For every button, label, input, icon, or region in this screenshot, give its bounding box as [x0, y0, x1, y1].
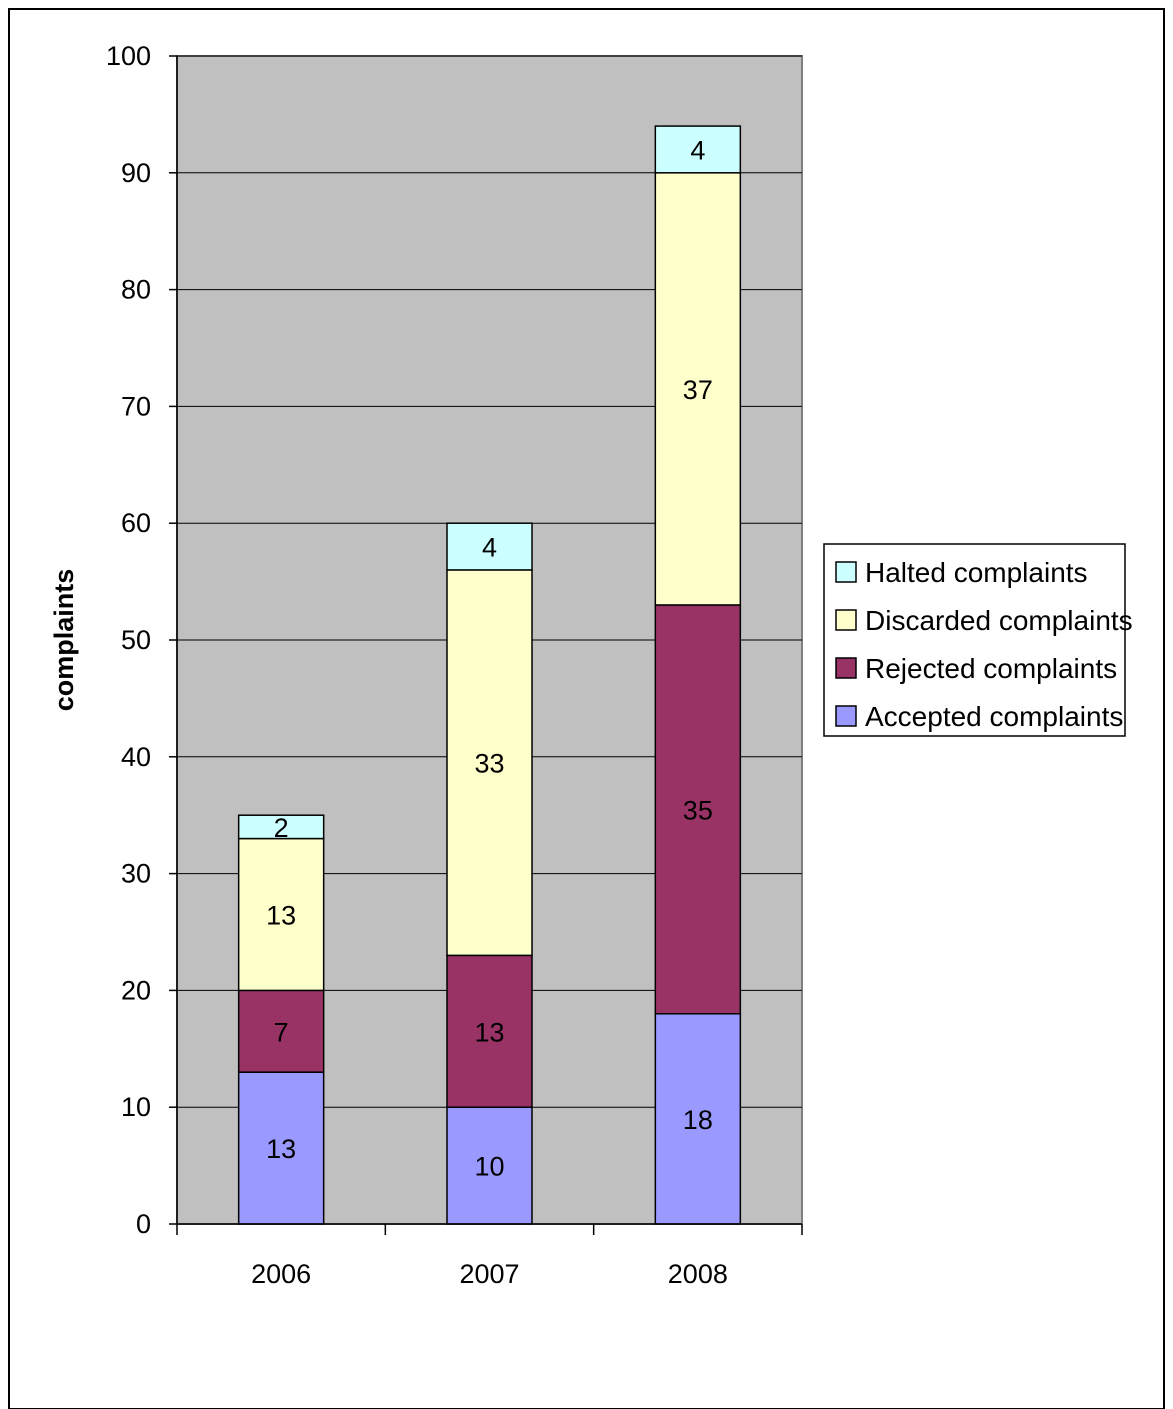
bar-segment — [446, 569, 533, 957]
data-label: 13 — [474, 1017, 504, 1047]
data-label: 18 — [683, 1105, 713, 1135]
y-tick-label: 90 — [121, 158, 151, 188]
y-tick-label: 40 — [121, 742, 151, 772]
y-tick-label: 80 — [121, 275, 151, 305]
legend-swatch — [835, 561, 857, 583]
data-label: 4 — [482, 533, 497, 563]
legend-entry: Rejected complaints — [865, 653, 1117, 684]
data-label: 7 — [274, 1017, 289, 1047]
x-tick-label: 2007 — [459, 1259, 519, 1289]
data-label: 4 — [690, 135, 705, 165]
bar-segment — [654, 1013, 742, 1225]
y-tick-labels: 0 10 20 30 40 50 60 70 80 90 100 — [106, 41, 151, 1239]
axes — [169, 55, 803, 1235]
y-tick-label: 60 — [121, 508, 151, 538]
data-label: 33 — [474, 749, 504, 779]
data-label: 13 — [266, 900, 296, 930]
bar-segment — [446, 1106, 533, 1225]
y-tick-label: 10 — [121, 1092, 151, 1122]
bar-segment — [237, 989, 325, 1073]
legend-entry: Halted complaints — [865, 557, 1088, 588]
legend-swatch — [835, 657, 857, 679]
legend-box — [823, 543, 1126, 737]
data-label: 13 — [266, 1134, 296, 1164]
y-tick-label: 100 — [106, 41, 151, 71]
x-tick-label: 2006 — [251, 1259, 311, 1289]
legend-entry: Accepted complaints — [865, 701, 1123, 732]
bar-segment — [654, 604, 742, 1015]
data-label: 37 — [683, 375, 713, 405]
y-tick-label: 20 — [121, 975, 151, 1005]
bar-segment — [446, 522, 533, 571]
x-tick-label: 2008 — [668, 1259, 728, 1289]
bars: 13 7 13 2 10 13 33 4 18 35 37 4 — [237, 125, 742, 1225]
bar-segment — [237, 837, 325, 992]
data-label: 35 — [683, 795, 713, 825]
legend-swatch — [835, 705, 857, 727]
y-tick-label: 30 — [121, 859, 151, 889]
data-label: 10 — [474, 1152, 504, 1182]
x-tick-labels: 2006 2007 2008 — [251, 1259, 728, 1289]
bar-segment — [654, 125, 742, 174]
legend-entry: Discarded complaints — [865, 605, 1133, 636]
bar-segment — [237, 1071, 325, 1225]
data-label: 2 — [274, 813, 289, 843]
bar-segment — [654, 172, 742, 606]
y-tick-label: 70 — [121, 391, 151, 421]
y-tick-label: 50 — [121, 625, 151, 655]
bar-segment — [446, 954, 533, 1108]
y-tick-label: 0 — [136, 1209, 151, 1239]
bar-segment — [237, 814, 325, 840]
legend: Halted complaints Discarded complaints Rej… — [823, 543, 1133, 737]
legend-swatch — [835, 609, 857, 631]
y-axis-title: complaints — [49, 569, 79, 712]
